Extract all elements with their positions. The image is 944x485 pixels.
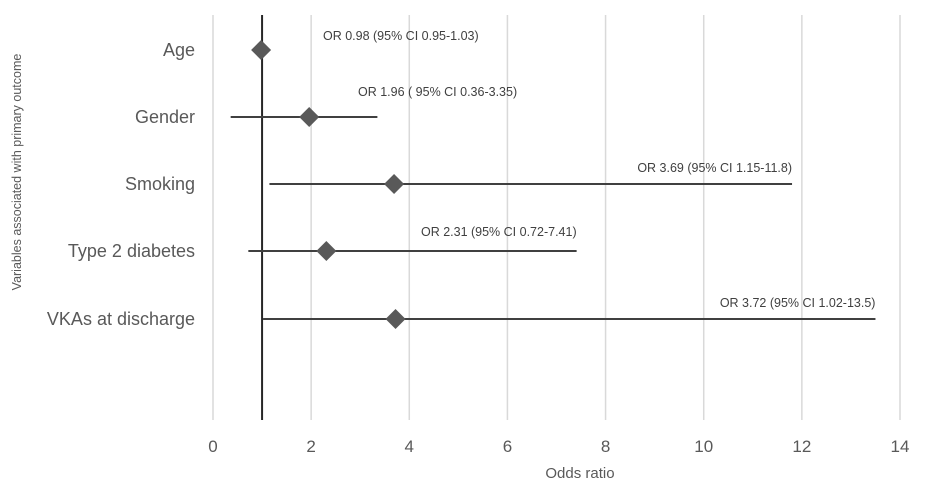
or-marker — [384, 174, 405, 194]
forest-row: Type 2 diabetes OR 2.31 (95% CI 0.72-7.41… — [68, 225, 577, 261]
x-tick-labels: 0 2 4 6 8 10 12 14 — [208, 437, 909, 456]
or-annotation: OR 3.69 (95% CI 1.15-11.8) — [637, 161, 792, 175]
row-label: VKAs at discharge — [47, 309, 195, 329]
x-tick-label: 4 — [405, 437, 414, 456]
or-marker — [251, 40, 272, 60]
or-marker — [385, 309, 406, 329]
forest-row: Smoking OR 3.69 (95% CI 1.15-11.8) — [125, 161, 793, 194]
or-annotation: OR 2.31 (95% CI 0.72-7.41) — [421, 225, 577, 239]
x-tick-label: 0 — [208, 437, 217, 456]
or-marker — [299, 107, 320, 127]
rows: Age OR 0.98 (95% CI 0.95-1.03) Gender OR 1.… — [47, 29, 876, 329]
forest-row: Gender OR 1.96 ( 95% CI 0.36-3.35) — [135, 85, 517, 127]
x-tick-label: 8 — [601, 437, 610, 456]
x-tick-label: 12 — [792, 437, 811, 456]
x-axis-title: Odds ratio — [545, 465, 614, 482]
x-tick-label: 6 — [503, 437, 512, 456]
row-label: Gender — [135, 107, 195, 127]
or-annotation: OR 1.96 ( 95% CI 0.36-3.35) — [358, 85, 517, 99]
forest-row: Age OR 0.98 (95% CI 0.95-1.03) — [163, 29, 479, 60]
row-label: Smoking — [125, 174, 195, 194]
x-tick-label: 14 — [891, 437, 910, 456]
row-label: Type 2 diabetes — [68, 241, 195, 261]
or-marker — [316, 241, 337, 261]
forest-row: VKAs at discharge OR 3.72 (95% CI 1.02-13… — [47, 296, 876, 329]
or-annotation: OR 0.98 (95% CI 0.95-1.03) — [323, 29, 479, 43]
x-tick-label: 10 — [694, 437, 713, 456]
y-axis-title: Variables associated with primary outcom… — [10, 54, 24, 291]
gridlines — [212, 15, 901, 420]
row-label: Age — [163, 40, 195, 60]
or-annotation: OR 3.72 (95% CI 1.02-13.5) — [720, 296, 876, 310]
x-tick-label: 2 — [306, 437, 315, 456]
